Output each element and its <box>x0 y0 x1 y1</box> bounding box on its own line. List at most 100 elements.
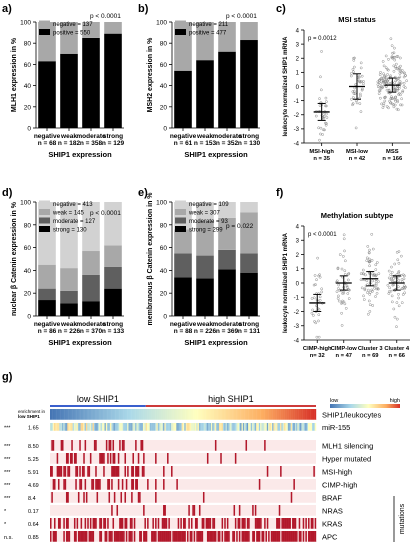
heatmap-cell <box>153 409 156 420</box>
heatmap-cell <box>121 409 124 420</box>
heatmap-cell <box>75 479 77 490</box>
heatmap-cell <box>93 409 96 420</box>
heatmap-cell <box>208 518 210 529</box>
heatmap-cell <box>264 440 266 451</box>
heatmap-cell <box>111 479 113 490</box>
heatmap-cell <box>71 453 73 464</box>
heatmap-cell <box>64 479 67 490</box>
bar-segment-weak <box>38 264 56 289</box>
data-point <box>352 70 355 74</box>
heatmap-cell <box>89 518 92 529</box>
heatmap-cell <box>113 492 116 503</box>
data-point <box>342 291 346 295</box>
heatmap-cell <box>262 531 265 542</box>
heatmap-cell <box>273 423 275 431</box>
data-point <box>361 87 364 91</box>
x-tick-label: weak <box>60 321 77 328</box>
heatmap-cell <box>135 409 137 420</box>
heatmap-cell <box>156 423 158 431</box>
heatmap-cell <box>155 492 157 503</box>
data-point <box>321 133 324 136</box>
y-axis-title: MLH1 expression in % <box>11 37 18 112</box>
heatmap-cell <box>52 440 55 451</box>
x-tick-label: strong <box>239 321 259 328</box>
data-point <box>318 138 321 142</box>
data-point <box>360 74 364 78</box>
heatmap-cell <box>256 518 258 529</box>
heatmap-cell <box>252 409 254 420</box>
heatmap-cell <box>288 423 290 431</box>
heatmap-cell <box>121 479 124 490</box>
data-point <box>375 292 379 295</box>
data-point <box>359 80 362 84</box>
x-tick-label: strong <box>103 133 123 140</box>
heatmap-cell <box>163 505 165 516</box>
data-point <box>387 57 390 61</box>
heatmap-cell <box>56 409 59 420</box>
heatmap-cell <box>177 518 180 529</box>
heatmap-cell <box>135 423 137 431</box>
data-point <box>404 74 407 77</box>
heatmap-cell <box>143 531 145 542</box>
heatmap-cell <box>270 531 273 542</box>
heatmap-cell <box>190 423 193 431</box>
data-point <box>395 107 399 111</box>
data-point <box>354 99 358 103</box>
data-point <box>355 101 359 105</box>
heatmap-cell <box>116 409 119 420</box>
data-point <box>353 65 356 69</box>
heatmap-cell <box>221 531 224 542</box>
n-label: n = 370 <box>80 328 103 335</box>
heatmap-cell <box>308 531 310 542</box>
data-point <box>402 85 406 88</box>
data-point <box>394 88 398 92</box>
heatmap-cell <box>76 423 79 431</box>
bar-segment-strong <box>82 301 100 316</box>
heatmap-cell <box>296 423 298 431</box>
data-point <box>343 302 347 306</box>
data-point <box>352 56 355 60</box>
chart-title: Methylation subtype <box>321 211 394 220</box>
heatmap-cell <box>88 531 91 542</box>
heatmap-cell <box>164 505 166 516</box>
heatmap-cell <box>123 440 125 451</box>
data-point <box>382 103 386 107</box>
enrichment-value: 0.17 <box>28 509 39 515</box>
bar-segment-moderate <box>104 266 122 289</box>
legend-swatch <box>39 226 50 232</box>
data-point <box>363 287 367 291</box>
heatmap-cell <box>167 409 169 420</box>
heatmap-cell <box>218 409 221 420</box>
heatmap-cell <box>125 518 128 529</box>
heatmap-cell <box>84 423 87 431</box>
heatmap-cell <box>312 423 314 431</box>
heatmap-cell <box>296 409 298 420</box>
heatmap-cell <box>201 409 204 420</box>
data-point <box>387 269 391 273</box>
bar-segment-negative <box>82 202 100 252</box>
heatmap-cell <box>273 531 275 542</box>
heatmap-cell <box>266 518 269 529</box>
heatmap-cell <box>152 409 154 420</box>
heatmap-cell <box>131 479 133 490</box>
y-tick-label: -1 <box>294 99 300 105</box>
enrichment-value: 4.69 <box>28 483 39 489</box>
color-scale-bar <box>330 404 400 408</box>
data-point <box>400 278 404 281</box>
y-tick-label: 60 <box>24 62 32 69</box>
heatmap-cell <box>257 518 260 529</box>
heatmap-cell <box>233 505 236 516</box>
x-axis-title: SHIP1 expression <box>184 150 248 159</box>
x-axis-title: SHIP1 expression <box>184 338 248 347</box>
heatmap-cell <box>244 409 246 420</box>
data-point <box>400 97 403 101</box>
row-label: Hyper mutated <box>322 454 371 463</box>
heatmap-cell <box>53 409 56 420</box>
data-point <box>317 319 320 323</box>
data-point <box>365 279 369 283</box>
heatmap-cell <box>113 531 116 542</box>
heatmap-cell <box>264 409 266 420</box>
data-point <box>379 77 382 81</box>
y-axis-title: leukocyte normalized SHIP1 mRNA <box>283 232 289 333</box>
heatmap-cell <box>268 423 270 431</box>
